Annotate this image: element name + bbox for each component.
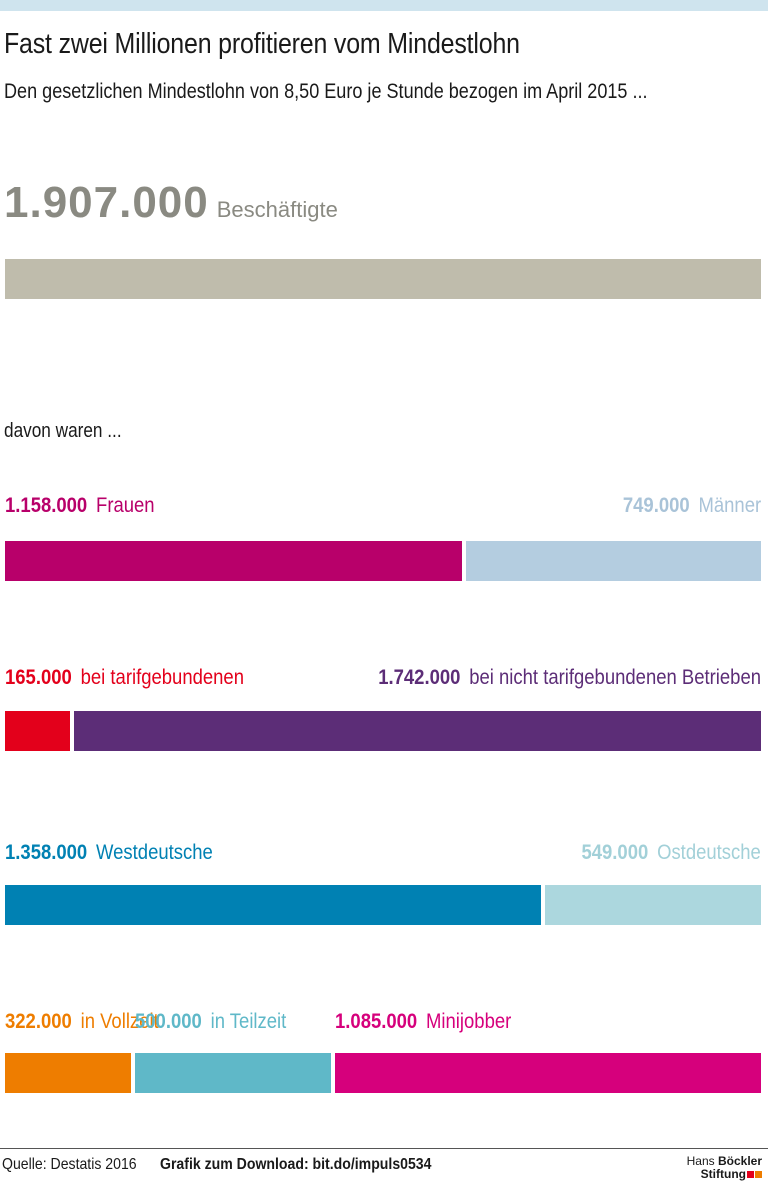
source-note: Quelle: Destatis 2016 bbox=[2, 1156, 137, 1173]
segment-label-4-2: 500.000 in Teilzeit bbox=[135, 1010, 286, 1034]
logo-word-stiftung: Stiftung bbox=[700, 1167, 746, 1181]
segment-value: 1.085.000 bbox=[335, 1010, 418, 1033]
download-note: Grafik zum Download: bit.do/impuls0534 bbox=[160, 1156, 432, 1173]
intro-text: davon waren ... bbox=[4, 420, 122, 442]
segment-value: 165.000 bbox=[5, 666, 72, 689]
chart-title: Fast zwei Millionen profitieren vom Mind… bbox=[4, 28, 520, 60]
bar-segment-4-2 bbox=[135, 1053, 331, 1093]
logo-word-boeckler: Böckler bbox=[717, 1154, 762, 1168]
segment-category: in Vollzeit bbox=[80, 1010, 159, 1033]
segment-value: 322.000 bbox=[5, 1010, 72, 1033]
segment-category: Minijobber bbox=[426, 1010, 512, 1033]
footer-divider bbox=[0, 1148, 768, 1149]
segment-category: Ostdeutsche bbox=[657, 841, 761, 864]
bar-segment-2-2 bbox=[74, 711, 761, 751]
total-bar bbox=[5, 259, 761, 299]
segment-value: 500.000 bbox=[135, 1010, 202, 1033]
segment-label-4-1: 322.000 in Vollzeit bbox=[5, 1010, 159, 1034]
segment-label-4-3: 1.085.000 Minijobber bbox=[335, 1010, 511, 1034]
segment-value: 1.742.000 bbox=[378, 666, 461, 689]
chart-subtitle: Den gesetzlichen Mindestlohn von 8,50 Eu… bbox=[4, 80, 648, 103]
bar-segment-1-2 bbox=[466, 541, 761, 581]
bar-segment-1-1 bbox=[5, 541, 462, 581]
bar-segment-2-1 bbox=[5, 711, 70, 751]
segment-value: 749.000 bbox=[622, 494, 690, 517]
bar-segment-3-1 bbox=[5, 885, 541, 925]
segment-category: Westdeutsche bbox=[96, 841, 213, 864]
segment-value: 1.358.000 bbox=[5, 841, 88, 864]
segment-category: bei nicht tarifgebundenen Betrieben bbox=[469, 666, 761, 689]
top-accent-bar bbox=[0, 0, 768, 11]
segment-label-3-1: 1.358.000 Westdeutsche bbox=[5, 841, 213, 865]
total-value: 1.907.000 bbox=[4, 178, 209, 227]
segment-category: Frauen bbox=[96, 494, 155, 517]
bar-segment-4-1 bbox=[5, 1053, 131, 1093]
segment-label-1-2: 749.000 Männer bbox=[623, 494, 761, 518]
logo-word-hans: Hans bbox=[686, 1154, 715, 1168]
logo-square-orange bbox=[755, 1171, 762, 1178]
segment-label-3-2: 549.000 Ostdeutsche bbox=[582, 841, 761, 865]
segment-category: bei tarifgebundenen bbox=[80, 666, 245, 689]
total-label: Beschäftigte bbox=[216, 197, 338, 222]
logo-square-red bbox=[747, 1171, 754, 1178]
bar-segment-4-3 bbox=[335, 1053, 761, 1093]
segment-label-1-1: 1.158.000 Frauen bbox=[5, 494, 155, 518]
segment-label-2-2: 1.742.000 bei nicht tarifgebundenen Betri… bbox=[378, 666, 761, 690]
segment-value: 549.000 bbox=[581, 841, 649, 864]
segment-category: Männer bbox=[698, 494, 761, 517]
hans-boeckler-logo: Hans Böckler Stiftung bbox=[682, 1155, 762, 1181]
total-label-row: 1.907.000 Beschäftigte bbox=[4, 178, 338, 228]
segment-value: 1.158.000 bbox=[5, 494, 88, 517]
segment-label-2-1: 165.000 bei tarifgebundenen bbox=[5, 666, 244, 690]
bar-segment-3-2 bbox=[545, 885, 761, 925]
segment-category: in Teilzeit bbox=[210, 1010, 287, 1033]
